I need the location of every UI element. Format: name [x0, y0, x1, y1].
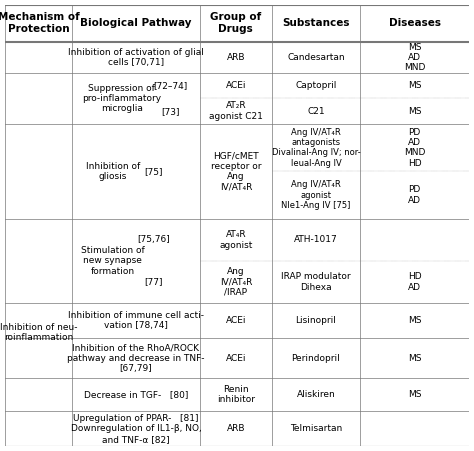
Text: AT₂R
agonist C21: AT₂R agonist C21	[209, 101, 263, 121]
Text: MS: MS	[408, 106, 421, 115]
Text: [75,76]: [75,76]	[137, 235, 170, 244]
Text: Ang IV/AT₄R
antagonists
Divalinal-Ang IV; nor-
leual-Ang IV: Ang IV/AT₄R antagonists Divalinal-Ang IV…	[272, 128, 360, 168]
Text: Renin
inhibitor: Renin inhibitor	[217, 385, 255, 404]
Text: Candesartan: Candesartan	[287, 53, 345, 62]
Text: ARB: ARB	[227, 424, 245, 433]
Text: [75]: [75]	[144, 167, 163, 176]
Text: Inhibition of the RhoA/ROCK
pathway and decrease in TNF-
[67,79]: Inhibition of the RhoA/ROCK pathway and …	[67, 343, 205, 373]
Text: AT₄R
agonist: AT₄R agonist	[219, 230, 253, 249]
Text: Upregulation of PPAR-   [81]
Downregulation of IL1-β, NO,
and TNF-α [82]: Upregulation of PPAR- [81] Downregulatio…	[71, 414, 201, 444]
Text: ACEi: ACEi	[226, 81, 246, 90]
Text: Diseases: Diseases	[389, 18, 441, 28]
Text: PD
AD
MND
HD: PD AD MND HD	[404, 128, 425, 168]
Text: Lisinopril: Lisinopril	[295, 316, 337, 325]
Text: C21: C21	[307, 106, 325, 115]
Text: [77]: [77]	[144, 277, 163, 286]
Text: Suppression of
pro-inflammatory
microglia: Suppression of pro-inflammatory microgli…	[82, 83, 162, 113]
Text: Telmisartan: Telmisartan	[290, 424, 342, 433]
Text: [72–74]: [72–74]	[154, 81, 188, 90]
Text: MS: MS	[408, 354, 421, 363]
Text: Stimulation of
new synapse
formation: Stimulation of new synapse formation	[81, 246, 145, 276]
Text: Group of
Drugs: Group of Drugs	[210, 13, 262, 34]
Text: Captopril: Captopril	[295, 81, 337, 90]
Text: [73]: [73]	[161, 106, 180, 115]
Text: ARB: ARB	[227, 53, 245, 62]
Text: Inhibition of activation of glial
cells [70,71]: Inhibition of activation of glial cells …	[68, 48, 204, 67]
Text: Ang IV/AT₄R
agonist
Nle1-Ang IV [75]: Ang IV/AT₄R agonist Nle1-Ang IV [75]	[281, 180, 351, 210]
Text: Inhibition of immune cell acti-
vation [78,74]: Inhibition of immune cell acti- vation […	[68, 311, 204, 330]
Text: Inhibition of neu-
roinflammation: Inhibition of neu- roinflammation	[0, 323, 77, 342]
Text: Decrease in TGF-   [80]: Decrease in TGF- [80]	[84, 390, 188, 399]
Text: Aliskiren: Aliskiren	[297, 390, 335, 399]
Text: ATH-1017: ATH-1017	[294, 235, 338, 244]
Text: Ang
IV/AT₄R
/IRAP: Ang IV/AT₄R /IRAP	[219, 267, 252, 297]
Text: MS: MS	[408, 390, 421, 399]
Text: MS
AD
MND: MS AD MND	[404, 43, 425, 73]
Text: Mechanism of
Protection: Mechanism of Protection	[0, 13, 79, 34]
Text: HD
AD: HD AD	[408, 272, 421, 291]
Text: Perindopril: Perindopril	[292, 354, 340, 363]
Text: ACEi: ACEi	[226, 354, 246, 363]
Text: ACEi: ACEi	[226, 316, 246, 325]
Text: HGF/cMET
receptor or
Ang
IV/AT₄R: HGF/cMET receptor or Ang IV/AT₄R	[210, 151, 261, 192]
Text: IRAP modulator
Dihexa: IRAP modulator Dihexa	[281, 272, 351, 291]
Text: Substances: Substances	[282, 18, 350, 28]
Text: MS: MS	[408, 81, 421, 90]
Text: Inhibition of
gliosis: Inhibition of gliosis	[86, 161, 140, 181]
Text: MS: MS	[408, 316, 421, 325]
Text: PD
AD: PD AD	[408, 185, 421, 205]
Text: Biological Pathway: Biological Pathway	[80, 18, 191, 28]
